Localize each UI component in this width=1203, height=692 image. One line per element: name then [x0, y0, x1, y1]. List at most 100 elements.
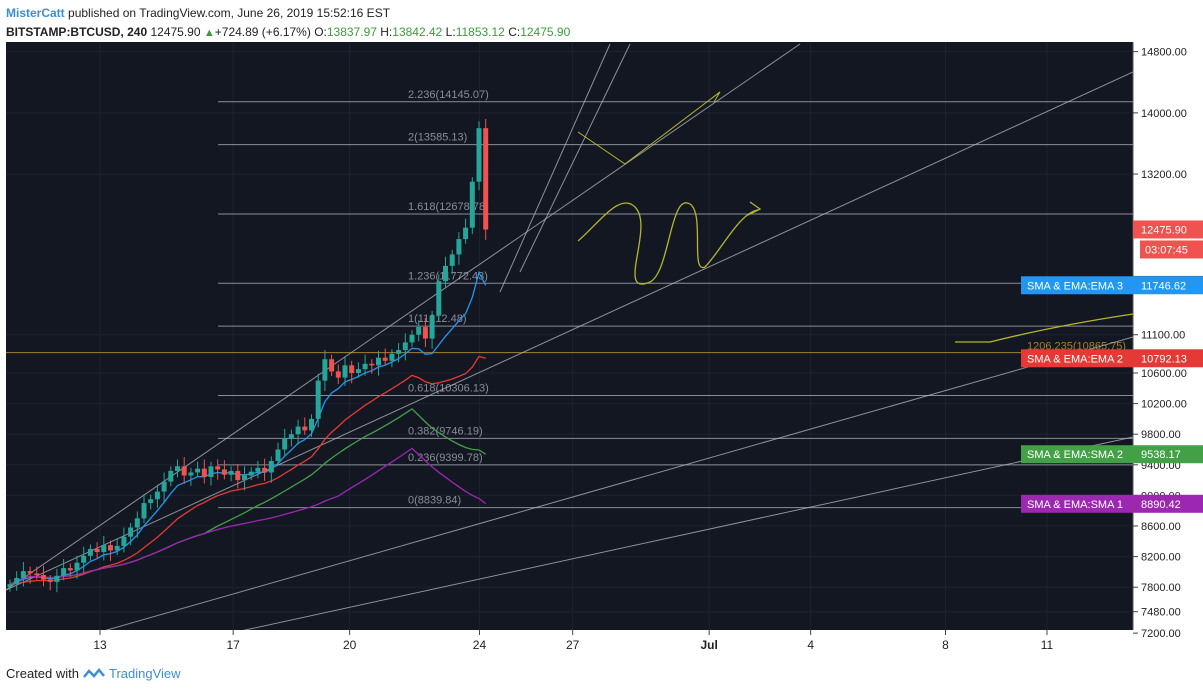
last-price-tag-value: 12475.90 [1141, 224, 1187, 236]
candle-body [61, 568, 67, 576]
candle-body [262, 467, 268, 473]
price-tick-label: 7800.00 [1141, 582, 1181, 594]
candle-body [114, 545, 120, 551]
price-tick-label: 8600.00 [1141, 521, 1181, 533]
fib-level-label: 0(8839.84) [408, 495, 461, 507]
candle-body [94, 548, 100, 553]
series-tag-name: SMA & EMA:EMA 3 [1027, 280, 1123, 292]
trend-line [6, 43, 801, 591]
candle-body [248, 471, 254, 476]
candle-body [282, 438, 288, 450]
tradingview-link[interactable]: TradingView [108, 666, 181, 681]
publish-info: published on TradingView.com, June 26, 2… [64, 6, 391, 20]
annotation-arrowhead [711, 91, 721, 103]
candle-body [74, 562, 80, 571]
candle-body [141, 503, 147, 519]
time-tick-label: Jul [700, 638, 717, 652]
series-tag-name-bg [1021, 494, 1133, 513]
price-tick-label: 7480.00 [1141, 607, 1181, 619]
candle-body [342, 365, 348, 378]
candle-body [41, 574, 46, 580]
candle-body [382, 357, 388, 361]
candle-body [436, 281, 442, 316]
author-link[interactable]: MisterCatt [6, 6, 65, 20]
candle-body [463, 227, 469, 240]
trend-line [499, 43, 611, 293]
candle-body [349, 365, 355, 373]
series-tag-value: 9538.17 [1141, 449, 1181, 461]
low-label: L: [445, 25, 456, 39]
candle-body [181, 466, 187, 476]
candle-body [148, 499, 154, 504]
trend-line [6, 71, 1133, 591]
candle-body [302, 426, 308, 431]
ma-line [9, 270, 487, 585]
candle-body [201, 468, 207, 478]
high-value: 13842.42 [392, 25, 443, 39]
series-tag-name: SMA & EMA:SMA 2 [1027, 449, 1123, 461]
candle-body [275, 449, 281, 461]
time-tick-label: 24 [473, 638, 487, 652]
series-tag-name: SMA & EMA:SMA 1 [1027, 499, 1123, 511]
low-value: 11853.12 [455, 25, 505, 39]
series-tag-value-bg [1133, 445, 1203, 464]
price-tick-label: 10600.00 [1141, 368, 1187, 380]
candle-body [483, 128, 489, 230]
countdown-label: 03:07:45 [1145, 244, 1188, 256]
candle-body [121, 536, 127, 546]
series-tag-value-bg [1133, 349, 1203, 368]
candle-body [27, 571, 33, 574]
price-tick-label: 11100.00 [1141, 330, 1185, 342]
footer: Created with TradingView [6, 666, 181, 681]
tradingview-logo-icon [83, 667, 105, 678]
price-tick-label: 8200.00 [1141, 552, 1181, 564]
time-tick-label: 20 [343, 638, 357, 652]
fib-level-label: 1.618(12678.78) [408, 201, 489, 213]
annotation-wave [577, 202, 759, 285]
candle-body [362, 363, 368, 370]
price-tick-label: 9800.00 [1141, 429, 1181, 441]
candle-body [14, 578, 20, 585]
time-tick-label: 27 [566, 638, 580, 652]
candle-body [315, 380, 321, 419]
trend-line [242, 436, 1133, 630]
annotation-wave-arrowhead [747, 201, 762, 216]
candle-body [268, 460, 274, 473]
series-tag-value-bg [1133, 494, 1203, 513]
candle-body [7, 584, 13, 588]
fib-level-label: 0.236(9399.78) [408, 452, 483, 464]
price-tick-label: 14000.00 [1141, 108, 1187, 120]
close-label: C: [508, 25, 521, 39]
annotation-arrow-path [577, 91, 721, 165]
candle-body [208, 466, 214, 478]
candle-body [108, 545, 113, 551]
candle-body [128, 527, 134, 537]
price-chart[interactable]: 2.236(14145.07) 2(13585.13) 1.618(12678.78… [0, 42, 1203, 660]
candle-body [443, 265, 448, 282]
candle-body [422, 327, 428, 339]
candle-body [215, 466, 221, 470]
candle-body [389, 353, 395, 361]
candle-body [242, 475, 247, 481]
candle-body [87, 548, 93, 556]
candle-body [376, 357, 381, 366]
candle-body [469, 181, 475, 228]
price-tick-label: 13200.00 [1141, 169, 1187, 181]
series-tag-name-bg [1021, 276, 1133, 295]
series-tag-name-bg [1021, 349, 1133, 368]
open-value: 13837.97 [326, 25, 377, 39]
candle-body [168, 470, 174, 482]
ma-line [9, 447, 487, 585]
series-tag-value-bg [1133, 276, 1203, 295]
trend-line [105, 336, 1133, 630]
trend-line [519, 43, 631, 273]
open-label: O: [314, 25, 327, 39]
price-axis-background [1133, 42, 1203, 630]
series-tag-value: 8890.42 [1141, 499, 1181, 511]
candle-body [221, 469, 227, 475]
candle-body [188, 472, 194, 476]
candle-body [402, 342, 408, 351]
series-tag-value: 10792.13 [1141, 353, 1187, 365]
candle-body [335, 371, 341, 378]
countdown-bg [1140, 240, 1203, 259]
